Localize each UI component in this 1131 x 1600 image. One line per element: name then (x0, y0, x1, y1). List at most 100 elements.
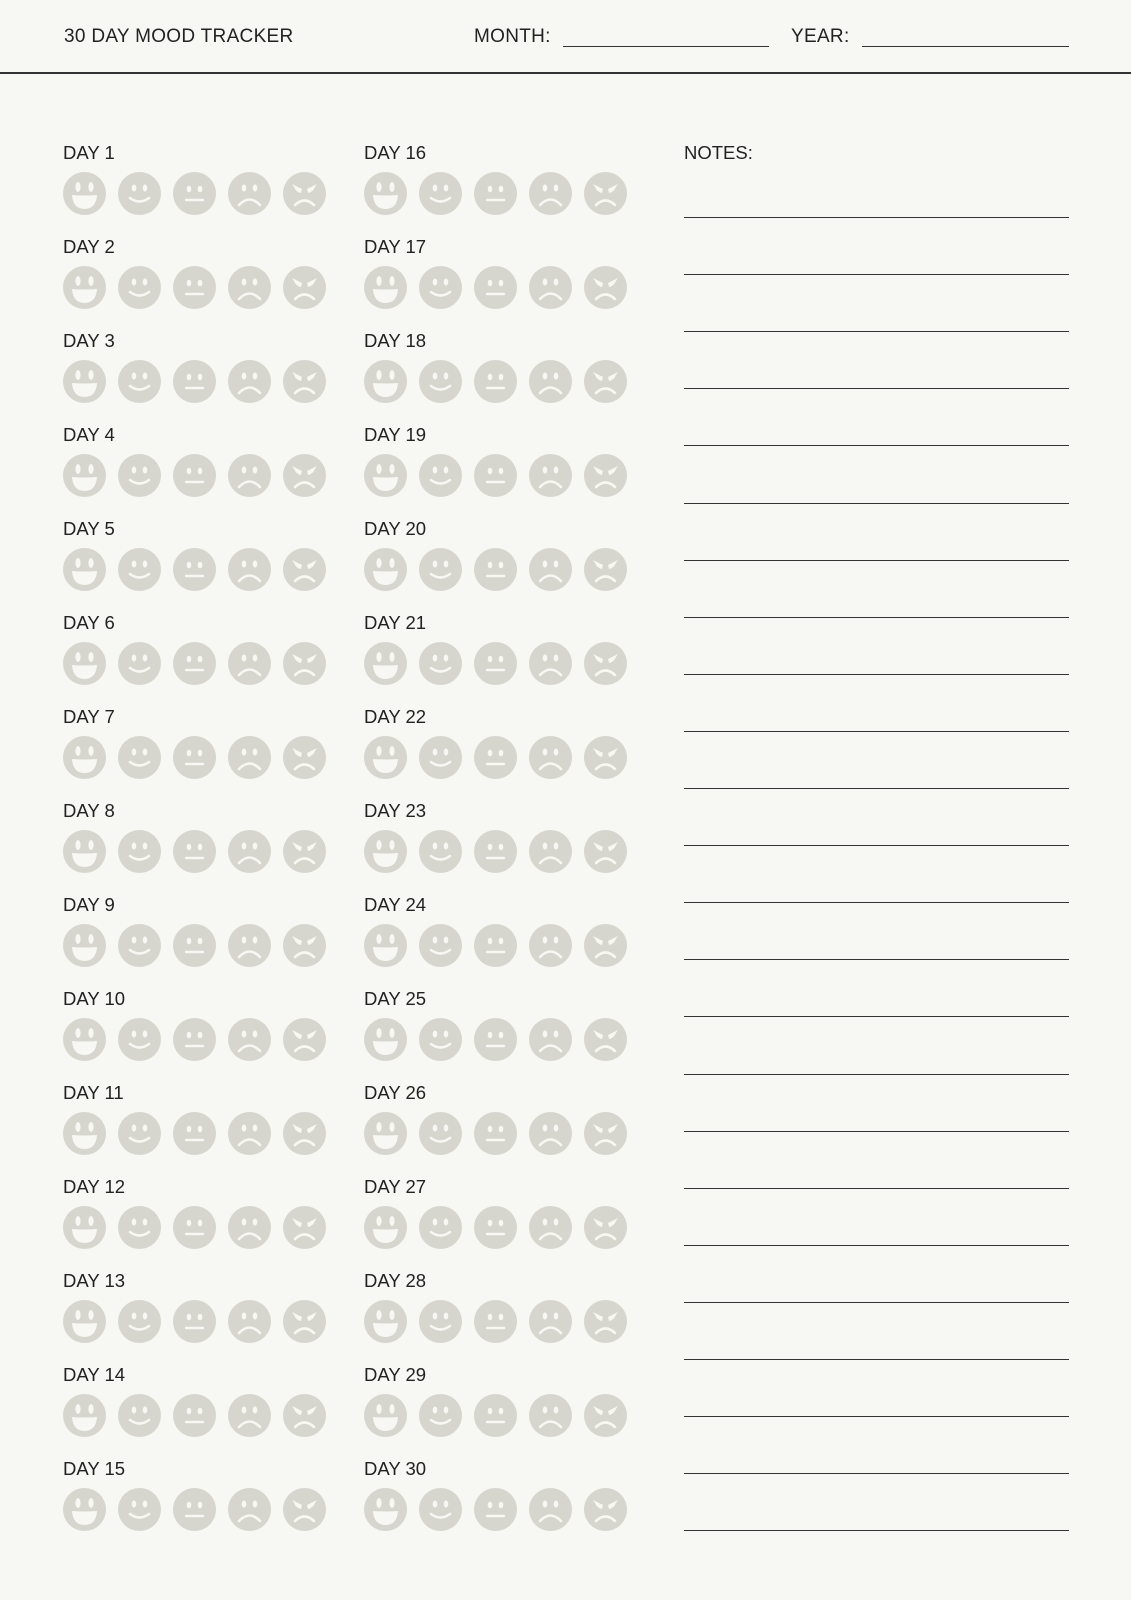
happy-face-icon[interactable] (118, 1112, 161, 1155)
neutral-face-icon[interactable] (173, 266, 216, 309)
angry-face-icon[interactable] (584, 548, 627, 591)
happy-face-icon[interactable] (419, 172, 462, 215)
happy-face-icon[interactable] (419, 1488, 462, 1531)
happy-face-icon[interactable] (419, 1112, 462, 1155)
happy-face-icon[interactable] (419, 1206, 462, 1249)
angry-face-icon[interactable] (283, 642, 326, 685)
angry-face-icon[interactable] (283, 548, 326, 591)
very-happy-face-icon[interactable] (63, 1018, 106, 1061)
happy-face-icon[interactable] (118, 1206, 161, 1249)
very-happy-face-icon[interactable] (63, 1394, 106, 1437)
sad-face-icon[interactable] (228, 266, 271, 309)
sad-face-icon[interactable] (529, 1300, 572, 1343)
neutral-face-icon[interactable] (173, 172, 216, 215)
sad-face-icon[interactable] (228, 1300, 271, 1343)
happy-face-icon[interactable] (419, 360, 462, 403)
angry-face-icon[interactable] (283, 1394, 326, 1437)
sad-face-icon[interactable] (228, 642, 271, 685)
sad-face-icon[interactable] (228, 1112, 271, 1155)
neutral-face-icon[interactable] (173, 1394, 216, 1437)
neutral-face-icon[interactable] (173, 454, 216, 497)
very-happy-face-icon[interactable] (364, 548, 407, 591)
angry-face-icon[interactable] (584, 1394, 627, 1437)
neutral-face-icon[interactable] (474, 266, 517, 309)
sad-face-icon[interactable] (228, 924, 271, 967)
neutral-face-icon[interactable] (173, 1488, 216, 1531)
very-happy-face-icon[interactable] (364, 454, 407, 497)
happy-face-icon[interactable] (118, 924, 161, 967)
neutral-face-icon[interactable] (474, 1112, 517, 1155)
very-happy-face-icon[interactable] (364, 1300, 407, 1343)
angry-face-icon[interactable] (584, 924, 627, 967)
sad-face-icon[interactable] (529, 924, 572, 967)
note-line[interactable] (684, 1244, 1069, 1246)
very-happy-face-icon[interactable] (63, 1206, 106, 1249)
note-line[interactable] (684, 1359, 1069, 1360)
happy-face-icon[interactable] (419, 924, 462, 967)
sad-face-icon[interactable] (228, 172, 271, 215)
angry-face-icon[interactable] (584, 172, 627, 215)
sad-face-icon[interactable] (529, 454, 572, 497)
note-line[interactable] (684, 1473, 1069, 1475)
note-line[interactable] (684, 445, 1069, 447)
very-happy-face-icon[interactable] (63, 1300, 106, 1343)
neutral-face-icon[interactable] (173, 548, 216, 591)
angry-face-icon[interactable] (283, 1112, 326, 1155)
angry-face-icon[interactable] (283, 1206, 326, 1249)
note-line[interactable] (684, 1073, 1069, 1075)
neutral-face-icon[interactable] (173, 1300, 216, 1343)
very-happy-face-icon[interactable] (63, 172, 106, 215)
sad-face-icon[interactable] (529, 642, 572, 685)
very-happy-face-icon[interactable] (364, 924, 407, 967)
neutral-face-icon[interactable] (474, 1018, 517, 1061)
happy-face-icon[interactable] (118, 1018, 161, 1061)
very-happy-face-icon[interactable] (364, 1112, 407, 1155)
happy-face-icon[interactable] (118, 360, 161, 403)
sad-face-icon[interactable] (228, 736, 271, 779)
neutral-face-icon[interactable] (474, 548, 517, 591)
neutral-face-icon[interactable] (173, 1112, 216, 1155)
note-line[interactable] (684, 845, 1069, 847)
angry-face-icon[interactable] (584, 454, 627, 497)
neutral-face-icon[interactable] (474, 736, 517, 779)
sad-face-icon[interactable] (529, 360, 572, 403)
angry-face-icon[interactable] (283, 360, 326, 403)
angry-face-icon[interactable] (584, 642, 627, 685)
angry-face-icon[interactable] (584, 1206, 627, 1249)
year-field[interactable] (862, 46, 1069, 47)
angry-face-icon[interactable] (584, 1112, 627, 1155)
sad-face-icon[interactable] (529, 1394, 572, 1437)
sad-face-icon[interactable] (529, 736, 572, 779)
angry-face-icon[interactable] (584, 1488, 627, 1531)
neutral-face-icon[interactable] (474, 924, 517, 967)
sad-face-icon[interactable] (529, 830, 572, 873)
neutral-face-icon[interactable] (173, 830, 216, 873)
very-happy-face-icon[interactable] (364, 1488, 407, 1531)
happy-face-icon[interactable] (419, 830, 462, 873)
happy-face-icon[interactable] (118, 1300, 161, 1343)
angry-face-icon[interactable] (283, 736, 326, 779)
happy-face-icon[interactable] (419, 642, 462, 685)
neutral-face-icon[interactable] (474, 1488, 517, 1531)
note-line[interactable] (684, 730, 1069, 732)
note-line[interactable] (684, 331, 1069, 333)
angry-face-icon[interactable] (584, 1018, 627, 1061)
happy-face-icon[interactable] (118, 454, 161, 497)
sad-face-icon[interactable] (529, 266, 572, 309)
very-happy-face-icon[interactable] (63, 1112, 106, 1155)
note-line[interactable] (684, 673, 1069, 675)
angry-face-icon[interactable] (283, 266, 326, 309)
very-happy-face-icon[interactable] (63, 736, 106, 779)
sad-face-icon[interactable] (228, 548, 271, 591)
happy-face-icon[interactable] (419, 736, 462, 779)
sad-face-icon[interactable] (228, 1206, 271, 1249)
very-happy-face-icon[interactable] (63, 360, 106, 403)
very-happy-face-icon[interactable] (364, 266, 407, 309)
very-happy-face-icon[interactable] (364, 642, 407, 685)
very-happy-face-icon[interactable] (364, 1018, 407, 1061)
note-line[interactable] (684, 1016, 1069, 1018)
neutral-face-icon[interactable] (474, 1300, 517, 1343)
note-line[interactable] (684, 1130, 1069, 1132)
very-happy-face-icon[interactable] (63, 830, 106, 873)
angry-face-icon[interactable] (283, 924, 326, 967)
